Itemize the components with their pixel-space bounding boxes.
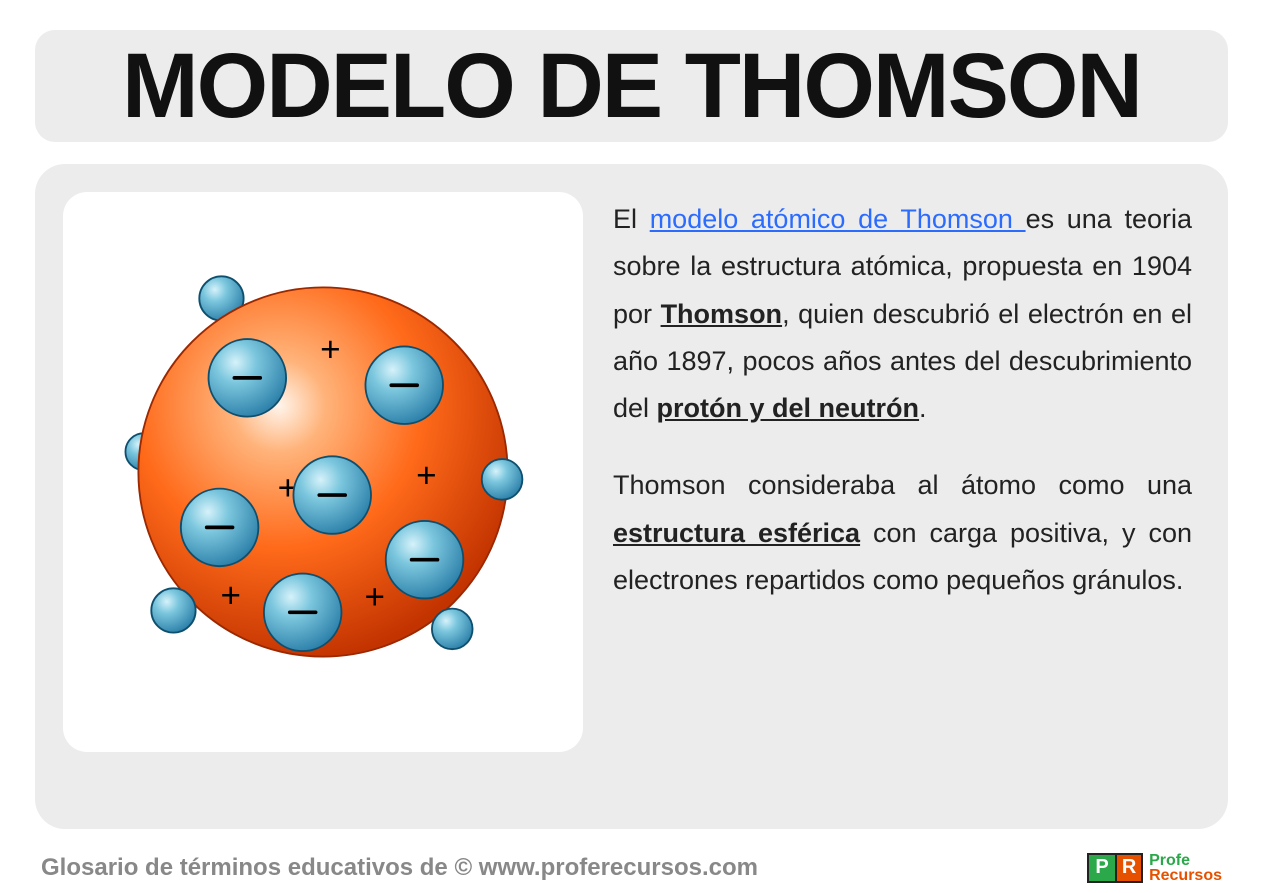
p2-bold1: estructura esférica	[613, 518, 860, 548]
footer-attribution: Glosario de términos educativos de © www…	[41, 854, 758, 882]
paragraph-2: Thomson consideraba al átomo como una es…	[613, 462, 1192, 604]
description-column: El modelo atómico de Thomson es una teor…	[613, 192, 1196, 803]
atom-diagram: + + + + +	[83, 212, 563, 732]
logo-letter-p: P	[1087, 853, 1115, 883]
svg-text:+: +	[320, 330, 340, 369]
logo-word-profe: Profe	[1149, 853, 1222, 868]
atom-illustration-panel: + + + + +	[63, 192, 583, 752]
svg-text:+: +	[364, 578, 384, 617]
p1-bold1: Thomson	[661, 299, 783, 329]
thomson-model-link[interactable]: modelo atómico de Thomson	[650, 204, 1026, 234]
p2-pre: Thomson consideraba al átomo como una	[613, 470, 1192, 500]
p1-post: .	[919, 393, 927, 423]
logo-words: Profe Recursos	[1149, 853, 1222, 883]
logo-letter-r: R	[1115, 853, 1143, 883]
page-title: MODELO DE THOMSON	[65, 40, 1198, 132]
title-bar: MODELO DE THOMSON	[35, 30, 1228, 142]
proferecursos-logo: P R Profe Recursos	[1087, 853, 1222, 883]
logo-word-recursos: Recursos	[1149, 868, 1222, 883]
logo-badge: P R	[1087, 853, 1143, 883]
p1-pre: El	[613, 204, 650, 234]
svg-text:+: +	[416, 456, 436, 495]
svg-text:+: +	[220, 576, 240, 615]
paragraph-1: El modelo atómico de Thomson es una teor…	[613, 196, 1192, 432]
content-box: + + + + +	[35, 164, 1228, 829]
footer: Glosario de términos educativos de © www…	[35, 843, 1228, 883]
p1-bold2: protón y del neutrón	[657, 393, 920, 423]
